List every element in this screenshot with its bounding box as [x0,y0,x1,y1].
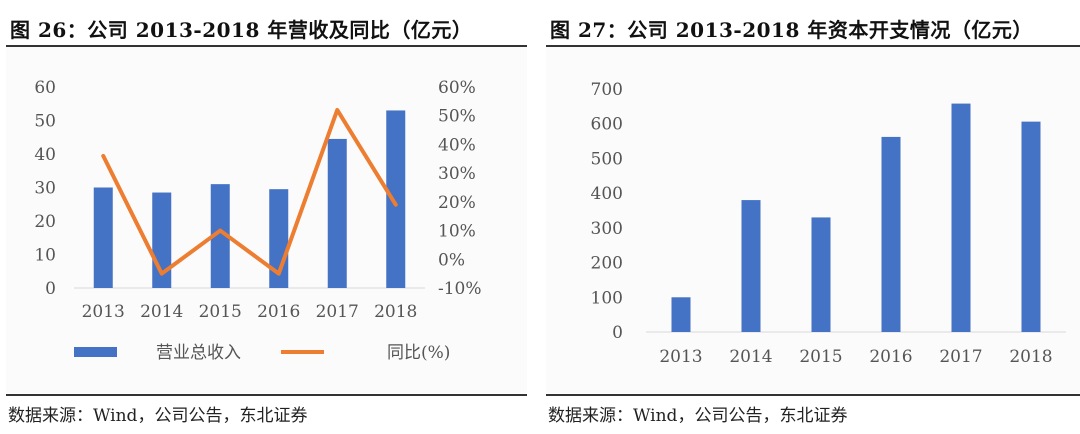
capex-chart-panel: 图 27：公司 2013-2018 年资本开支情况（亿元） 0 100 200 300… [540,0,1080,434]
revenue-bar [93,187,113,288]
y-axis-tick-label: 500 [591,149,623,169]
revenue-chart-area: 0 10 20 30 40 50 60 -10% 0% 10% 20% 30% 40% 50% 60% 201… [6,47,527,393]
capex-bar [1021,121,1041,332]
revenue-chart-title: 图 26：公司 2013-2018 年营收及同比（亿元） [10,18,473,42]
capex-bar [741,200,761,332]
title-rule [6,45,527,47]
x-axis-tick-label: 2014 [140,302,183,322]
y-axis-tick-label: 600 [591,115,623,135]
y-axis-tick-label: 200 [591,254,623,274]
x-axis-tick-label: 2013 [659,347,702,367]
revenue-bar [327,138,347,288]
capex-bar [671,297,691,332]
right-axis-tick-label: 30% [438,164,476,184]
capex-chart-area: 0 100 200 300 400 500 600 700 2013 2014 2015 2016 20… [546,47,1080,393]
left-axis-tick-label: 60 [34,78,56,98]
yoy-line [101,107,398,276]
left-axis-tick-label: 0 [45,279,56,299]
revenue-chart-panel: 图 26：公司 2013-2018 年营收及同比（亿元） 0 10 20 30 40 50… [0,0,527,434]
right-axis-tick-label: 20% [438,193,476,213]
y-axis-tick-label: 400 [591,184,623,204]
legend-label-yoy: 同比(%) [387,343,450,363]
capex-chart-svg: 0 100 200 300 400 500 600 700 2013 2014 2015 2016 20… [591,80,1066,367]
source-rule [6,394,527,396]
left-axis-tick-label: 50 [34,112,56,132]
left-axis-tick-label: 20 [34,212,56,232]
x-axis-tick-label: 2014 [729,347,772,367]
x-axis-tick-label: 2016 [257,302,300,322]
y-axis-tick-label: 300 [591,219,623,239]
right-axis-tick-label: 40% [438,135,476,155]
capex-bar [951,103,971,332]
capex-bar [811,217,831,332]
right-axis-tick-label: 10% [438,222,476,242]
y-axis-tick-label: 100 [591,288,623,308]
title-rule [546,45,1080,47]
right-axis-tick-label: -10% [438,279,482,299]
x-axis-tick-label: 2013 [82,302,125,322]
left-axis-tick-label: 10 [34,246,56,266]
x-axis-tick-label: 2018 [374,302,417,322]
right-axis-tick-label: 60% [438,78,476,98]
x-axis-tick-label: 2015 [799,347,842,367]
y-axis-tick-label: 700 [591,80,623,100]
left-axis-tick-label: 30 [34,179,56,199]
x-axis-tick-label: 2015 [199,302,242,322]
legend-label-revenue: 营业总收入 [156,343,241,363]
revenue-bar [210,184,230,288]
capex-chart-title: 图 27：公司 2013-2018 年资本开支情况（亿元） [550,18,1033,42]
source-rule [546,394,1080,396]
legend-swatch-revenue [74,347,117,357]
revenue-bar [386,110,406,288]
capex-chart-source: 数据来源：Wind，公司公告，东北证券 [548,406,848,426]
right-axis-tick-label: 0% [438,250,465,270]
left-axis-tick-label: 40 [34,145,56,165]
y-axis-tick-label: 0 [612,323,623,343]
x-axis-tick-label: 2017 [939,347,982,367]
right-axis-tick-label: 50% [438,107,476,127]
revenue-chart-svg: 0 10 20 30 40 50 60 -10% 0% 10% 20% 30% 40% 50% 60% 201… [34,78,482,363]
x-axis-tick-label: 2017 [316,302,359,322]
capex-bar [881,136,901,332]
x-axis-tick-label: 2016 [869,347,912,367]
revenue-chart-source: 数据来源：Wind，公司公告，东北证券 [8,406,308,426]
x-axis-tick-label: 2018 [1009,347,1052,367]
